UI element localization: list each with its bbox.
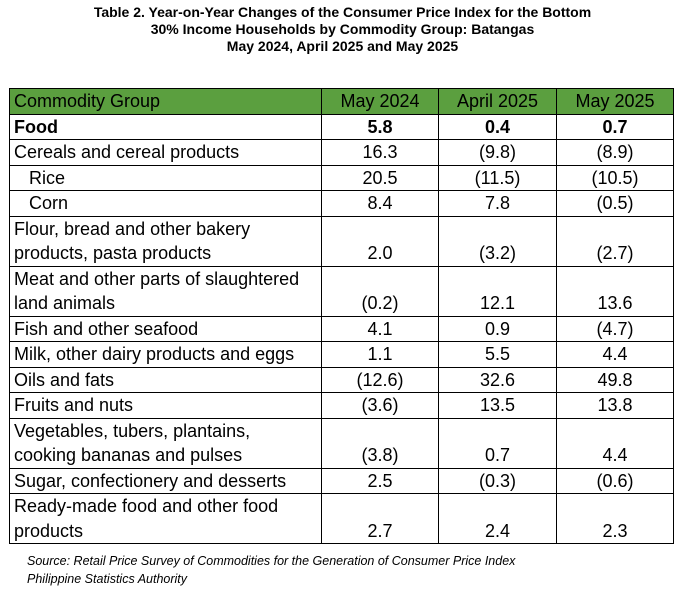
may-2024-value-cell: 4.1 [321,315,439,342]
table-row: Fish and other seafood 4.1 0.9 (4.7) [9,315,674,342]
table-title-line-3: May 2024, April 2025 and May 2025 [226,38,459,54]
april-2025-value-cell: 13.5 [438,392,557,419]
table-row: Food 5.8 0.4 0.7 [9,113,674,140]
may-2024-value-cell: 5.8 [321,113,439,140]
april-2025-value-cell: 0.9 [438,315,557,342]
may-2025-value-cell: (0.6) [556,467,674,494]
cpi-table: Commodity Group May 2024 April 2025 May … [9,88,674,544]
table-row: Vegetables, tubers, plantains, cooking b… [9,417,674,469]
may-2024-value-cell: 20.5 [321,164,439,191]
april-2025-value-cell: 7.8 [438,190,557,217]
table-row: Ready-made food and other food products 2… [9,493,674,544]
may-2025-value-cell: (10.5) [556,164,674,191]
may-2025-value-cell: 49.8 [556,366,674,393]
table-row: Sugar, confectionery and desserts 2.5 (0.3… [9,467,674,494]
source-line-1: Source: Retail Price Survey of Commoditi… [27,554,516,568]
may-2024-value-cell: 8.4 [321,190,439,217]
may-2025-value-cell: (8.9) [556,139,674,166]
may-2025-value-cell: (4.7) [556,315,674,342]
april-2025-value-cell: 0.4 [438,113,557,140]
may-2024-value-cell: 2.0 [321,215,439,267]
commodity-group-cell: Rice [9,164,322,191]
may-2024-value-cell: 16.3 [321,139,439,166]
may-2024-value-cell: (12.6) [321,366,439,393]
april-2025-value-cell: 2.4 [438,493,557,544]
commodity-group-cell: Meat and other parts of slaughtered land… [9,265,322,317]
commodity-group-cell: Cereals and cereal products [9,139,322,166]
commodity-group-cell: Sugar, confectionery and desserts [9,467,322,494]
commodity-group-cell: Flour, bread and other bakery products, … [9,215,322,267]
april-2025-value-cell: (3.2) [438,215,557,267]
commodity-group-cell: Vegetables, tubers, plantains, cooking b… [9,417,322,469]
table-row: Fruits and nuts (3.6) 13.5 13.8 [9,392,674,419]
may-2025-value-cell: 0.7 [556,113,674,140]
table-row: Corn 8.4 7.8 (0.5) [9,190,674,217]
table-title: Table 2. Year-on-Year Changes of the Con… [0,4,685,55]
table-body: Food 5.8 0.4 0.7 Cereals and cereal products… [9,113,674,544]
may-2025-value-cell: 13.6 [556,265,674,317]
may-2024-value-cell: (3.6) [321,392,439,419]
may-2025-value-cell: 4.4 [556,417,674,469]
commodity-group-cell: Fish and other seafood [9,315,322,342]
may-2024-value-cell: 1.1 [321,341,439,368]
column-header-may-2025: May 2025 [556,88,674,115]
april-2025-value-cell: 0.7 [438,417,557,469]
may-2025-value-cell: 13.8 [556,392,674,419]
may-2025-value-cell: (2.7) [556,215,674,267]
source-line-2: Philippine Statistics Authority [27,572,188,586]
table-row: Milk, other dairy products and eggs 1.1 5.… [9,341,674,368]
may-2024-value-cell: 2.7 [321,493,439,544]
column-header-commodity-group: Commodity Group [9,88,322,115]
table-title-line-1: Table 2. Year-on-Year Changes of the Con… [93,4,592,20]
commodity-group-cell: Milk, other dairy products and eggs [9,341,322,368]
may-2024-value-cell: 2.5 [321,467,439,494]
column-header-april-2025: April 2025 [438,88,557,115]
table-row: Rice 20.5 (11.5) (10.5) [9,164,674,191]
april-2025-value-cell: 5.5 [438,341,557,368]
table-title-line-2: 30% Income Households by Commodity Group… [150,21,535,37]
may-2025-value-cell: 4.4 [556,341,674,368]
table-header-row: Commodity Group May 2024 April 2025 May … [9,88,674,115]
table-row: Flour, bread and other bakery products, … [9,215,674,267]
april-2025-value-cell: 32.6 [438,366,557,393]
table-row: Oils and fats (12.6) 32.6 49.8 [9,366,674,393]
table-row: Cereals and cereal products 16.3 (9.8) (8.9… [9,139,674,166]
commodity-group-cell: Ready-made food and other food products [9,493,322,544]
commodity-group-cell: Food [9,113,322,140]
april-2025-value-cell: 12.1 [438,265,557,317]
april-2025-value-cell: (0.3) [438,467,557,494]
commodity-group-cell: Oils and fats [9,366,322,393]
april-2025-value-cell: (9.8) [438,139,557,166]
may-2024-value-cell: (0.2) [321,265,439,317]
commodity-group-cell: Fruits and nuts [9,392,322,419]
commodity-group-cell: Corn [9,190,322,217]
may-2025-value-cell: 2.3 [556,493,674,544]
may-2025-value-cell: (0.5) [556,190,674,217]
table-row: Meat and other parts of slaughtered land… [9,265,674,317]
source-note: Source: Retail Price Survey of Commoditi… [27,552,515,588]
may-2024-value-cell: (3.8) [321,417,439,469]
april-2025-value-cell: (11.5) [438,164,557,191]
column-header-may-2024: May 2024 [321,88,439,115]
